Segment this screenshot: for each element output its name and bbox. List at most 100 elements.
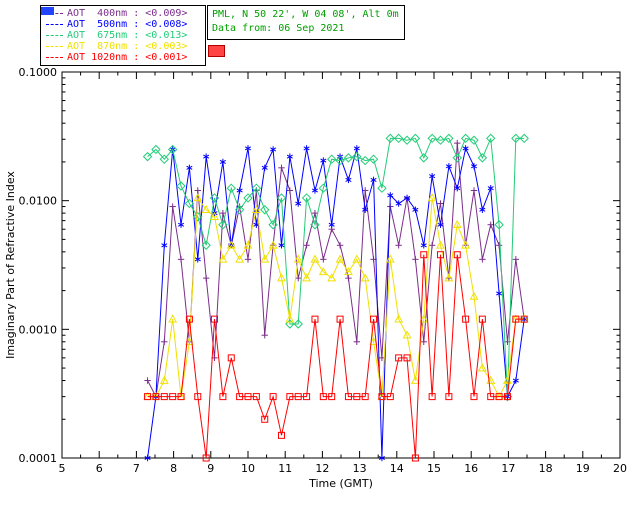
marker-square <box>252 393 260 401</box>
marker-triangle <box>394 314 404 323</box>
marker-square <box>319 393 327 401</box>
marker-square <box>286 393 294 401</box>
x-tick-label: 7 <box>133 462 140 475</box>
marker-asterisk <box>295 201 302 206</box>
marker-square <box>361 393 369 401</box>
marker-triangle <box>218 254 228 263</box>
x-tick-label: 14 <box>390 462 404 475</box>
marker-triangle <box>260 254 270 263</box>
y-tick-label: 0.0100 <box>19 195 58 208</box>
y-tick-label: 0.1000 <box>19 66 58 79</box>
marker-triangle <box>335 254 345 263</box>
marker-diamond <box>285 319 295 329</box>
marker-asterisk <box>345 177 352 182</box>
marker-asterisk <box>512 378 519 383</box>
marker-diamond <box>427 133 437 144</box>
marker-triangle <box>410 375 420 384</box>
marker-diamond <box>251 183 262 193</box>
marker-diamond <box>335 155 345 166</box>
x-tick-label: 19 <box>576 462 590 475</box>
x-tick-label: 6 <box>96 462 103 475</box>
marker-diamond <box>234 205 245 215</box>
x-tick-label: 20 <box>613 462 627 475</box>
y-axis-title: Imaginary Part of Refractive Index <box>4 171 17 359</box>
x-axis-title: Time (GMT) <box>308 477 373 490</box>
x-tick-label: 9 <box>207 462 214 475</box>
marker-diamond <box>469 135 479 145</box>
marker-diamond <box>326 154 337 164</box>
y-tick-label: 0.0001 <box>19 452 58 465</box>
marker-diamond <box>318 183 329 193</box>
marker-triangle <box>243 240 253 249</box>
x-tick-label: 11 <box>278 462 292 475</box>
marker-triangle <box>168 314 178 323</box>
marker-diamond <box>142 151 153 162</box>
legend-corner-chip <box>41 7 54 15</box>
marker-diamond <box>167 144 178 155</box>
marker-diamond <box>260 205 270 215</box>
marker-diamond <box>460 133 471 144</box>
marker-triangle <box>193 193 203 202</box>
x-tick-label: 12 <box>315 462 329 475</box>
marker-square <box>378 393 386 401</box>
legend-label: AOT 500nm : <0.008> <box>67 19 188 30</box>
marker-square <box>144 393 152 401</box>
marker-triangle <box>293 254 303 263</box>
marker-square <box>269 393 277 401</box>
marker-diamond <box>511 133 521 144</box>
marker-asterisk <box>186 165 193 170</box>
marker-asterisk <box>470 164 478 169</box>
marker-diamond <box>343 153 354 163</box>
legend-line-sample-icon <box>46 13 63 14</box>
x-tick-label: 15 <box>427 462 441 475</box>
marker-square <box>453 251 461 259</box>
marker-asterisk <box>378 455 385 461</box>
marker-diamond <box>385 133 395 144</box>
marker-asterisk <box>370 177 377 182</box>
marker-square <box>202 454 210 462</box>
marker-triangle <box>369 336 378 346</box>
marker-asterisk <box>219 159 226 164</box>
marker-diamond <box>293 319 303 329</box>
marker-asterisk <box>445 164 452 169</box>
legend-line-sample-icon <box>46 46 63 47</box>
marker-square <box>294 393 302 401</box>
marker-square <box>277 431 285 439</box>
marker-square <box>411 454 419 462</box>
marker-asterisk <box>437 222 444 227</box>
marker-square <box>403 354 411 362</box>
marker-triangle <box>318 266 328 276</box>
marker-triangle <box>385 254 395 263</box>
legend-row: AOT 870nm : <0.003> <box>43 41 205 52</box>
marker-asterisk <box>203 154 210 159</box>
marker-triangle <box>343 266 353 276</box>
marker-diamond <box>352 151 362 162</box>
marker-triangle <box>268 240 278 249</box>
marker-square <box>336 315 344 323</box>
marker-triangle <box>419 314 429 323</box>
marker-square <box>177 393 185 401</box>
marker-asterisk <box>420 243 427 248</box>
info-corner-chip <box>208 45 225 57</box>
marker-asterisk <box>479 207 486 212</box>
legend-row: AOT 1020nm : <0.001> <box>43 52 205 63</box>
marker-asterisk <box>362 207 369 212</box>
marker-diamond <box>151 144 161 155</box>
marker-triangle <box>285 314 295 323</box>
marker-triangle <box>327 273 337 282</box>
marker-square <box>470 393 478 401</box>
marker-square <box>261 415 269 423</box>
marker-square <box>428 393 436 401</box>
series-line-aot-870nm <box>147 196 525 398</box>
marker-asterisk <box>462 146 469 151</box>
marker-triangle <box>452 219 462 229</box>
marker-triangle <box>159 375 169 384</box>
marker-asterisk <box>496 291 503 296</box>
marker-diamond <box>226 183 236 193</box>
marker-diamond <box>268 220 278 230</box>
x-tick-label: 5 <box>59 462 66 475</box>
marker-square <box>219 393 227 401</box>
marker-square <box>420 251 428 259</box>
marker-diamond <box>402 135 412 145</box>
marker-asterisk <box>429 174 436 179</box>
